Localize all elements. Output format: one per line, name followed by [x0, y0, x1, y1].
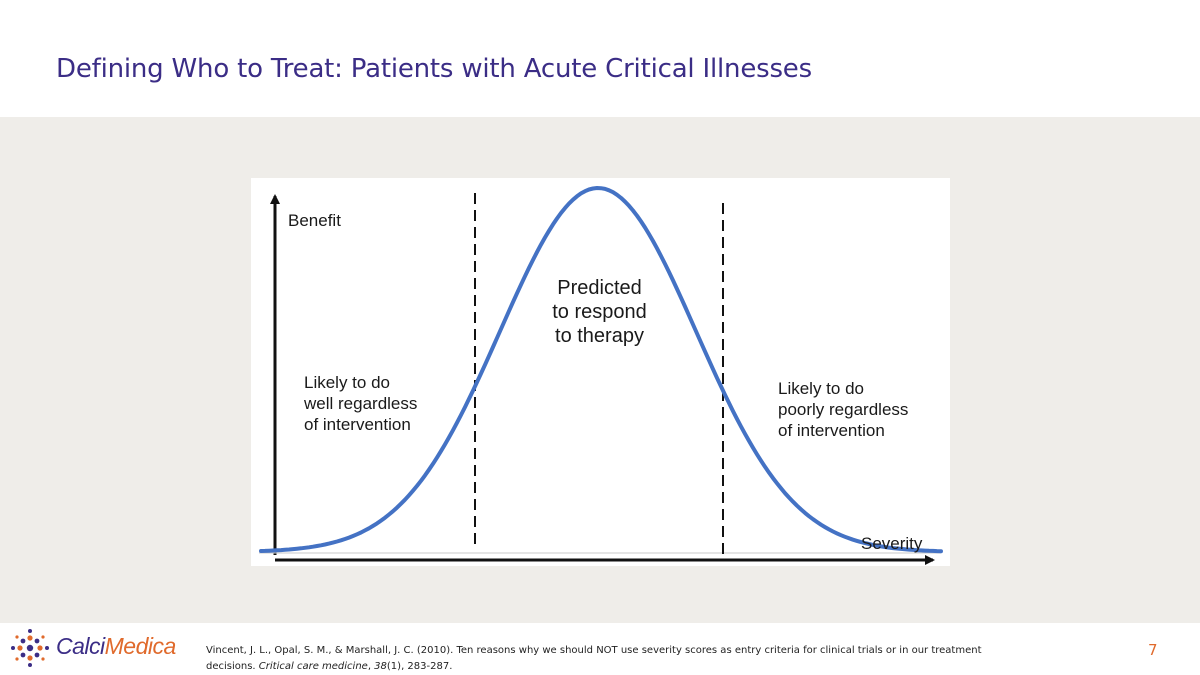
x-axis-label: Severity — [861, 534, 923, 553]
right-region-line-2: poorly regardless — [778, 400, 909, 419]
y-axis-label: Benefit — [288, 211, 341, 230]
logo-wordmark: CalciMedica — [56, 633, 176, 660]
citation-authors: Vincent, J. L., Opal, S. M., & Marshall,… — [206, 645, 982, 672]
page-number: 7 — [1148, 641, 1158, 659]
center-region-line-1: Predicted — [557, 277, 642, 299]
right-region-line-1: Likely to do — [778, 379, 864, 398]
logo-dots-icon — [11, 629, 49, 667]
citation-issue-pages: (1), 283-287. — [386, 661, 453, 672]
citation-volume: 38 — [374, 661, 387, 672]
logo-word-medica: Medica — [104, 633, 177, 659]
center-region-line-2: to respond — [552, 301, 647, 323]
slide-title: Defining Who to Treat: Patients with Acu… — [56, 54, 812, 84]
right-region-label: Likely to do poorly regardless of interv… — [778, 378, 908, 441]
citation: Vincent, J. L., Opal, S. M., & Marshall,… — [206, 645, 982, 672]
logo-word-calci: Calci — [56, 633, 105, 659]
left-region-label: Likely to do well regardless of interven… — [304, 372, 417, 435]
left-region-line-3: of intervention — [304, 415, 411, 434]
severity-benefit-diagram: Benefit Severity Likely to do well regar… — [251, 178, 950, 566]
left-region-line-2: well regardless — [304, 394, 418, 413]
calcimedica-logo: CalciMedica — [10, 628, 190, 668]
citation-journal: Critical care medicine — [258, 661, 368, 672]
left-region-line-1: Likely to do — [304, 373, 390, 392]
center-region-label: Predicted to respond to therapy — [537, 276, 662, 348]
bell-curve — [259, 186, 943, 554]
center-region-line-3: to therapy — [555, 325, 644, 347]
right-region-line-3: of intervention — [778, 421, 885, 440]
diagram-canvas — [259, 186, 943, 565]
